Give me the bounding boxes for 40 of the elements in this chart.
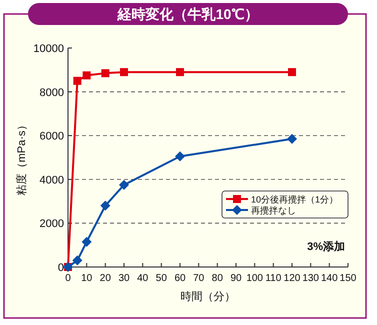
point: [288, 68, 296, 76]
point: [82, 236, 92, 247]
x-tick-label: 0: [65, 273, 72, 284]
x-tick-label: 90: [230, 273, 242, 284]
point: [82, 71, 91, 80]
y-tick-label: 4000: [40, 174, 64, 186]
x-tick-label: 30: [118, 273, 130, 284]
point: [101, 69, 110, 78]
x-tick-label: 110: [265, 273, 282, 284]
y-tick-label: 0: [58, 262, 64, 274]
x-tick-label: 10: [81, 273, 93, 284]
chart-title: 経時変化（牛乳10℃）: [116, 6, 258, 22]
x-tick-label: 150: [340, 273, 357, 284]
x-tick-label: 60: [174, 273, 186, 284]
point: [287, 134, 297, 144]
y-tick-label: 8000: [40, 86, 64, 99]
x-tick-label: 50: [156, 273, 168, 284]
x-tick-label: 130: [302, 273, 320, 284]
x-axis-title: 時間（分）: [180, 290, 236, 303]
point: [72, 255, 82, 266]
y-tick-label: 6000: [40, 130, 64, 143]
x-tick-label: 80: [212, 273, 224, 284]
legend-label: 再攪拌なし: [251, 206, 296, 216]
x-tick-label: 20: [100, 273, 112, 284]
point: [100, 200, 110, 211]
point: [73, 76, 82, 85]
y-tick-label: 10000: [33, 43, 64, 55]
point: [175, 151, 185, 162]
annotation: 3%添加: [307, 240, 345, 253]
x-tick-label: 70: [193, 273, 205, 284]
y-tick-label: 2000: [40, 218, 64, 230]
legend-label: 10分後再攪拌（1分）: [251, 194, 338, 204]
point: [119, 180, 129, 190]
point: [120, 68, 128, 76]
point: [176, 68, 184, 76]
x-tick-label: 40: [137, 273, 149, 284]
x-tick-label: 140: [320, 273, 338, 284]
x-tick-label: 100: [246, 273, 264, 284]
x-tick-label: 120: [284, 273, 301, 284]
y-axis-title: 粘度（mPa·s）: [15, 120, 28, 196]
